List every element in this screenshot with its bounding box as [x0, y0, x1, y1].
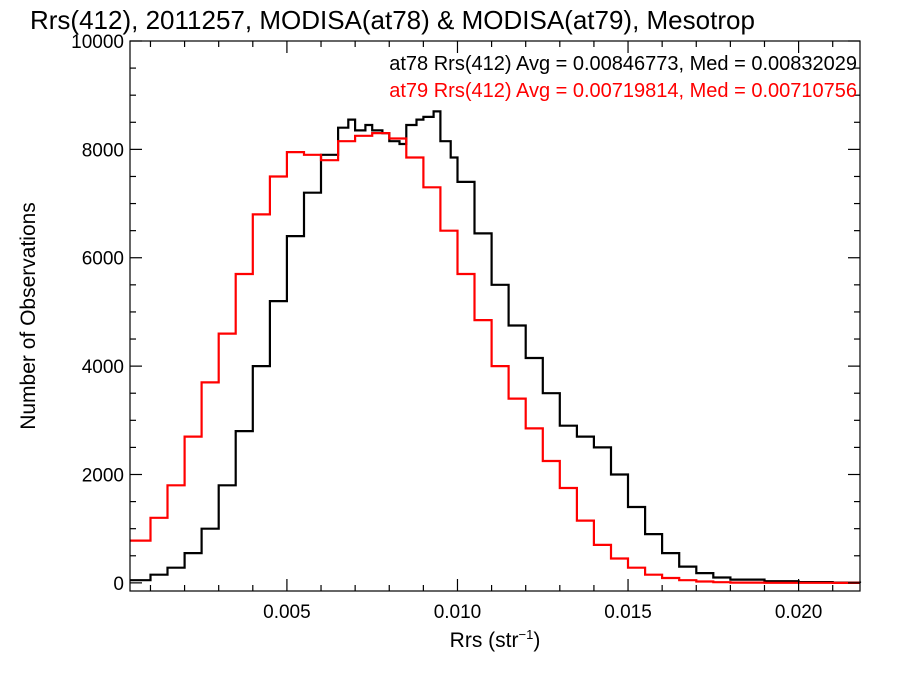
y-tick-label: 8000	[82, 140, 124, 161]
y-tick-label: 10000	[71, 32, 124, 53]
y-tick-label: 4000	[82, 357, 124, 378]
legend: at78 Rrs(412) Avg = 0.00846773, Med = 0.…	[389, 53, 857, 102]
y-axis-label: Number of Observations	[17, 202, 40, 430]
plot-area: 0.005 0.010 0.015 0.020 0 2000 4000 6000 8000 100…	[71, 32, 862, 623]
x-tick-label: 0.015	[604, 602, 652, 623]
y-tick-label: 0	[113, 574, 124, 595]
series-line-2	[130, 132, 860, 584]
legend-entry-2: at79 Rrs(412) Avg = 0.00719814, Med = 0.…	[389, 80, 857, 102]
y-tick-label: 6000	[82, 249, 124, 270]
y-tick-label: 2000	[82, 465, 124, 486]
series-line-1	[130, 110, 862, 584]
x-axis-label: Rrs (str−1)	[450, 627, 541, 652]
x-axis-label-close: )	[533, 629, 540, 652]
chart-title: Rrs(412), 2011257, MODISA(at78) & MODISA…	[30, 5, 755, 35]
x-tick-label: 0.020	[775, 602, 823, 623]
legend-entry-1: at78 Rrs(412) Avg = 0.00846773, Med = 0.…	[389, 53, 857, 75]
x-tick-label: 0.010	[434, 602, 482, 623]
x-tick-label: 0.005	[263, 602, 311, 623]
x-axis-label-superscript: −1	[519, 627, 534, 642]
plot-frame	[129, 40, 861, 592]
x-axis-label-main: Rrs (str	[450, 629, 519, 652]
